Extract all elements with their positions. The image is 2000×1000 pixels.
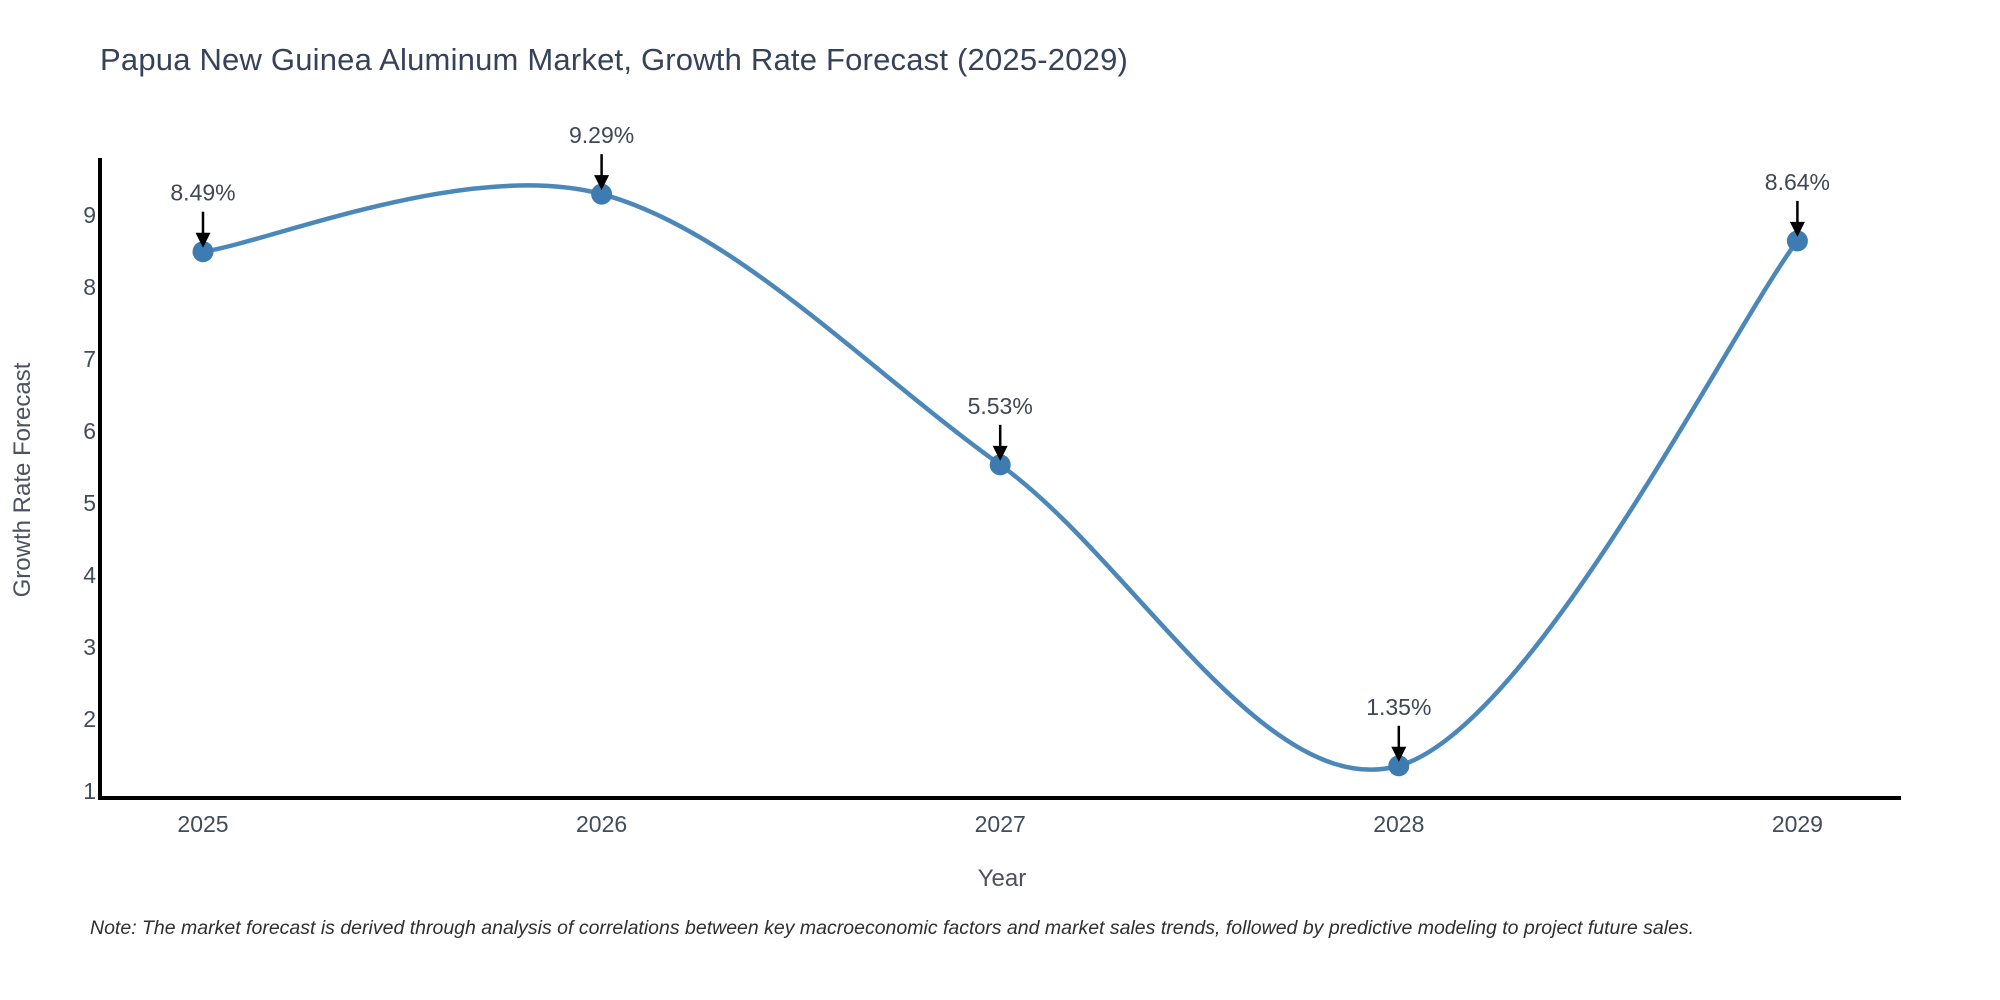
y-axis-title: Growth Rate Forecast bbox=[9, 362, 36, 597]
point-label: 9.29% bbox=[569, 122, 634, 148]
y-tick-label: 3 bbox=[83, 634, 96, 660]
annotation-arrow-head-icon bbox=[1391, 746, 1407, 762]
y-tick-label: 5 bbox=[83, 490, 96, 516]
x-tick-label: 2027 bbox=[975, 811, 1026, 837]
x-tick-label: 2025 bbox=[177, 811, 228, 837]
point-label: 8.64% bbox=[1765, 169, 1830, 195]
chart-title: Papua New Guinea Aluminum Market, Growth… bbox=[100, 42, 1129, 77]
x-tick-label: 2029 bbox=[1772, 811, 1823, 837]
x-tick-label: 2026 bbox=[576, 811, 627, 837]
y-tick-label: 8 bbox=[83, 274, 96, 300]
y-tick-label: 2 bbox=[83, 706, 96, 732]
data-point-marker bbox=[591, 183, 613, 205]
point-label: 5.53% bbox=[968, 393, 1033, 419]
forecast-line bbox=[200, 183, 1800, 772]
x-tick-label: 2028 bbox=[1373, 811, 1424, 837]
annotation-arrow-head-icon bbox=[1789, 221, 1805, 237]
data-point-marker bbox=[1786, 230, 1808, 252]
y-tick-label: 6 bbox=[83, 418, 96, 444]
y-tick-label: 1 bbox=[83, 778, 96, 804]
x-axis-title: Year bbox=[978, 865, 1027, 892]
point-label: 1.35% bbox=[1366, 694, 1431, 720]
annotation-arrow-head-icon bbox=[992, 445, 1008, 461]
y-tick-label: 9 bbox=[83, 202, 96, 228]
annotation-arrow-head-icon bbox=[195, 232, 211, 248]
y-tick-label: 7 bbox=[83, 346, 96, 372]
point-label: 8.49% bbox=[170, 180, 235, 206]
data-point-marker bbox=[192, 241, 214, 263]
y-tick-label: 4 bbox=[83, 562, 96, 588]
data-point-marker bbox=[989, 454, 1011, 476]
footnote: Note: The market forecast is derived thr… bbox=[90, 917, 1695, 939]
annotation-arrow-head-icon bbox=[594, 175, 610, 191]
data-point-marker bbox=[1388, 755, 1410, 777]
